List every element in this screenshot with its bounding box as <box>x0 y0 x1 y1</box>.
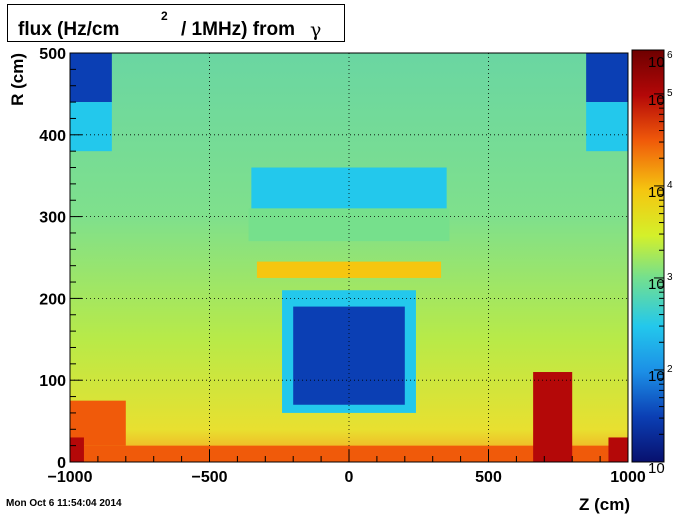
scale-label: 10 <box>648 92 665 109</box>
scale-label-exponent: 5 <box>667 88 673 99</box>
scale-label: 10 <box>648 184 665 201</box>
x-tick-label: 0 <box>345 469 354 486</box>
y-tick-label: 300 <box>39 210 66 227</box>
scale-label: 10 <box>648 460 665 477</box>
plot-area: −1000 −500 0 500 1000 0 100 200 300 400 500 <box>39 46 646 486</box>
heatmap-region-11 <box>533 372 573 462</box>
chart-title-symbol: γ <box>310 19 322 41</box>
scale-label: 10 <box>648 276 665 293</box>
scale-label-exponent: 3 <box>667 272 673 283</box>
chart-title-rest: / 1MHz) from <box>181 19 295 40</box>
y-axis-label: R (cm) <box>8 53 27 106</box>
y-tick-label: 100 <box>39 373 66 390</box>
x-tick-label: 1000 <box>610 469 646 486</box>
heatmap-region-0 <box>70 53 112 103</box>
y-tick-label: 500 <box>39 46 66 63</box>
scale-label-exponent: 2 <box>667 364 673 375</box>
y-tick-label: 0 <box>57 455 66 472</box>
x-tick-label: −1000 <box>48 469 93 486</box>
heatmap-region-8 <box>293 306 405 405</box>
axes: −1000 −500 0 500 1000 0 100 200 300 400 500 <box>39 46 646 486</box>
heatmap-region-1 <box>586 53 628 103</box>
x-tick-label: 500 <box>475 469 502 486</box>
grid-lines <box>70 53 628 462</box>
x-axis-label: Z (cm) <box>579 495 630 514</box>
chart-title-superscript: 2 <box>161 9 168 23</box>
scale-label: 10 <box>648 368 665 385</box>
scale-label: 10 <box>648 54 665 71</box>
color-scale-gradient <box>631 49 665 463</box>
y-tick-label: 400 <box>39 128 66 145</box>
scale-label-exponent: 4 <box>667 180 673 191</box>
timestamp: Mon Oct 6 11:54:04 2014 <box>6 498 122 509</box>
heatmap-region-2 <box>70 102 112 152</box>
chart-title-box: flux (Hz/cm 2 / 1MHz) from γ <box>7 4 345 42</box>
heatmap-region-3 <box>586 102 628 152</box>
scale-label-exponent: 6 <box>667 50 673 61</box>
y-tick-label: 200 <box>39 291 66 308</box>
heatmap-region-13 <box>70 437 84 462</box>
heatmap-region-12 <box>608 437 628 462</box>
x-tick-label: −500 <box>191 469 227 486</box>
chart-title: flux (Hz/cm <box>18 19 120 40</box>
